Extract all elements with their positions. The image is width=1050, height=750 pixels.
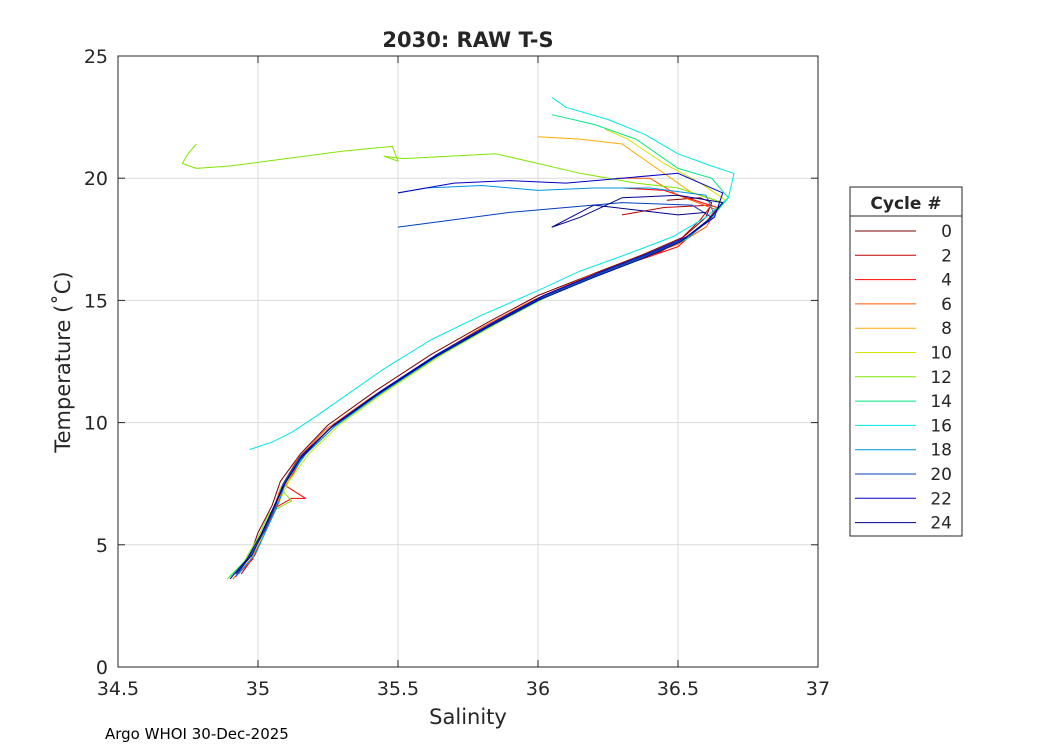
series-layer bbox=[181, 97, 735, 580]
y-tick-label: 10 bbox=[84, 413, 108, 435]
chart-title: 2030: RAW T-S bbox=[382, 28, 553, 52]
series-line-cycle-22 bbox=[235, 172, 724, 575]
x-tick-label: 37 bbox=[806, 678, 830, 700]
legend-label-cycle-24: 24 bbox=[930, 514, 952, 534]
x-tick-label: 36 bbox=[526, 678, 550, 700]
legend-label-cycle-2: 2 bbox=[941, 246, 952, 266]
legend-label-cycle-8: 8 bbox=[941, 319, 952, 339]
y-axis: 0 5 10 15 20 25 bbox=[84, 46, 818, 679]
x-tick-label: 35 bbox=[246, 678, 270, 700]
legend-label-cycle-0: 0 bbox=[941, 222, 952, 242]
y-tick-label: 25 bbox=[84, 46, 108, 68]
footer-credit: Argo WHOI 30-Dec-2025 bbox=[105, 725, 289, 743]
legend-title: Cycle # bbox=[870, 194, 941, 214]
series-line-cycle-16 bbox=[249, 97, 735, 450]
legend-label-cycle-12: 12 bbox=[930, 368, 952, 388]
legend-label-cycle-20: 20 bbox=[930, 465, 952, 485]
grid-lines bbox=[118, 56, 818, 667]
plot-area-frame bbox=[117, 55, 819, 668]
legend-label-cycle-22: 22 bbox=[930, 489, 952, 509]
legend-label-cycle-18: 18 bbox=[930, 441, 952, 461]
y-tick-label: 20 bbox=[84, 168, 108, 190]
legend-label-cycle-16: 16 bbox=[930, 416, 952, 436]
legend-label-cycle-6: 6 bbox=[941, 295, 952, 315]
y-tick-label: 5 bbox=[96, 535, 108, 557]
legend-label-cycle-4: 4 bbox=[941, 271, 952, 291]
series-line-cycle-24 bbox=[229, 194, 724, 580]
x-tick-label: 34.5 bbox=[97, 678, 139, 700]
legend-label-cycle-14: 14 bbox=[930, 392, 952, 412]
x-axis: 34.5 35 35.5 36 36.5 37 bbox=[97, 56, 830, 700]
y-axis-label: Temperature (˚C) bbox=[51, 271, 75, 453]
y-tick-label: 0 bbox=[96, 657, 108, 679]
legend-box bbox=[849, 186, 963, 537]
legend-label-cycle-10: 10 bbox=[930, 344, 952, 364]
y-tick-label: 15 bbox=[84, 290, 108, 312]
x-axis-label: Salinity bbox=[429, 705, 507, 729]
x-tick-label: 36.5 bbox=[657, 678, 699, 700]
x-tick-label: 35.5 bbox=[377, 678, 419, 700]
